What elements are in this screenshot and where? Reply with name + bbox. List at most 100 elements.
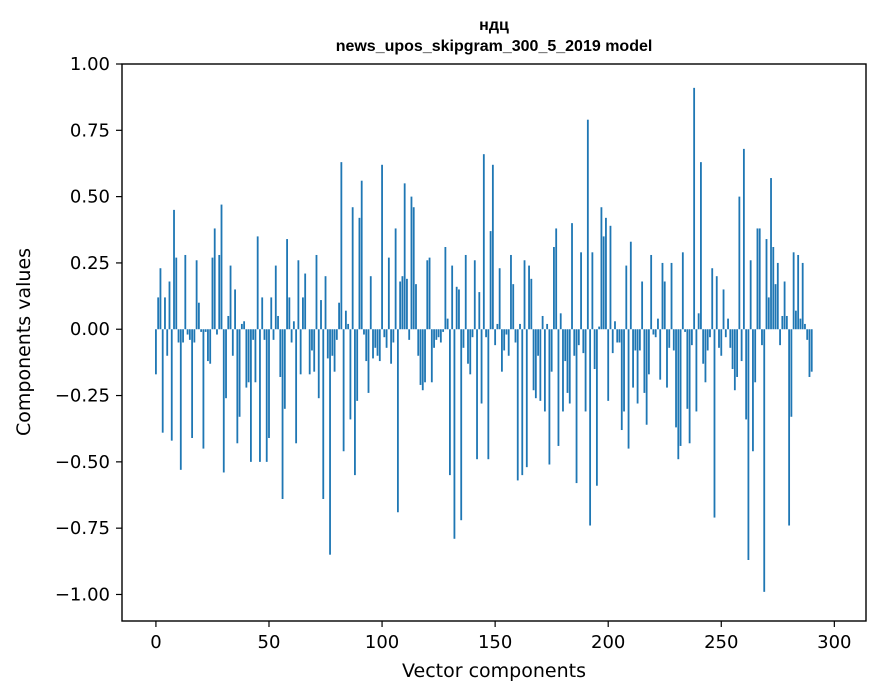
bar xyxy=(177,329,180,343)
bar xyxy=(259,329,261,462)
bar xyxy=(446,318,449,330)
bar xyxy=(675,329,677,428)
bar xyxy=(197,302,200,330)
bar xyxy=(415,284,417,330)
bar xyxy=(229,265,232,330)
bar xyxy=(329,329,331,555)
bar xyxy=(629,241,632,330)
bar xyxy=(808,329,811,377)
bar xyxy=(659,329,662,380)
bar xyxy=(620,329,623,431)
bar xyxy=(222,329,225,473)
bar xyxy=(618,329,621,343)
bar xyxy=(781,315,784,330)
bar xyxy=(186,329,189,335)
bar xyxy=(765,239,768,330)
bar xyxy=(525,329,528,468)
x-tick-label: 250 xyxy=(704,632,738,653)
bar xyxy=(523,260,526,330)
bar xyxy=(272,329,275,340)
x-tick-label: 50 xyxy=(258,632,281,653)
bar xyxy=(614,321,616,330)
bar xyxy=(349,329,352,420)
bar xyxy=(530,278,533,330)
bar xyxy=(595,329,598,486)
bar xyxy=(679,329,682,446)
bar xyxy=(252,329,255,340)
bar xyxy=(320,300,322,330)
bar xyxy=(727,318,729,330)
bar xyxy=(704,329,707,383)
bar xyxy=(568,329,571,404)
bar xyxy=(496,323,499,330)
bar xyxy=(632,329,634,388)
bar xyxy=(369,276,372,330)
bar xyxy=(548,329,551,465)
bar xyxy=(663,281,666,330)
bar xyxy=(534,329,537,399)
bar xyxy=(419,329,422,385)
bar xyxy=(340,162,343,330)
bar xyxy=(693,87,696,330)
bar xyxy=(254,329,257,383)
bar xyxy=(292,321,295,330)
bar xyxy=(236,329,239,444)
bar xyxy=(625,265,628,330)
bar xyxy=(559,313,562,330)
bar xyxy=(677,329,680,460)
bar xyxy=(161,329,164,433)
bar xyxy=(220,204,223,330)
bar xyxy=(159,268,162,330)
bar xyxy=(304,273,307,330)
bar xyxy=(200,329,203,332)
bar xyxy=(586,119,589,330)
bar xyxy=(313,329,316,372)
bar xyxy=(600,207,603,330)
bar xyxy=(430,329,433,383)
bar xyxy=(589,329,592,526)
bar xyxy=(510,254,512,330)
bar xyxy=(623,329,625,412)
bar xyxy=(537,329,539,356)
bar xyxy=(455,286,458,330)
bar xyxy=(324,276,327,330)
bar xyxy=(385,329,388,348)
bar xyxy=(401,276,404,330)
bar xyxy=(711,268,714,330)
y-tick-label: −0.75 xyxy=(55,518,110,539)
bar xyxy=(216,329,218,335)
bar xyxy=(681,252,684,330)
bar xyxy=(202,329,205,449)
bar xyxy=(250,329,252,462)
bar xyxy=(268,329,270,438)
bar xyxy=(602,236,605,330)
x-tick-label: 300 xyxy=(817,632,851,653)
bar xyxy=(514,329,517,343)
bar xyxy=(562,329,564,412)
bar xyxy=(277,315,279,330)
chart-title-line2: news_upos_skipgram_300_5_2019 model xyxy=(336,38,653,55)
bar xyxy=(577,329,580,346)
bar xyxy=(758,228,761,330)
bar xyxy=(168,281,171,330)
bar xyxy=(627,329,630,449)
bar xyxy=(392,329,395,343)
bar xyxy=(636,329,639,404)
bar xyxy=(347,323,350,330)
bar xyxy=(657,318,659,330)
bar xyxy=(498,268,501,330)
bar xyxy=(157,297,160,330)
bar xyxy=(752,329,754,452)
bar xyxy=(598,326,601,330)
bar xyxy=(729,329,732,348)
bar xyxy=(358,217,361,330)
bar xyxy=(584,329,587,412)
bar xyxy=(566,329,569,393)
bar xyxy=(281,329,284,499)
bar xyxy=(247,329,250,383)
y-axis-ticks: 1.00 0.75 0.50 0.25 0.00 −0.25 −0.50 −0.75 −1.00 xyxy=(55,54,122,605)
bar xyxy=(772,247,775,330)
bar xyxy=(410,196,413,330)
bar xyxy=(794,310,797,330)
